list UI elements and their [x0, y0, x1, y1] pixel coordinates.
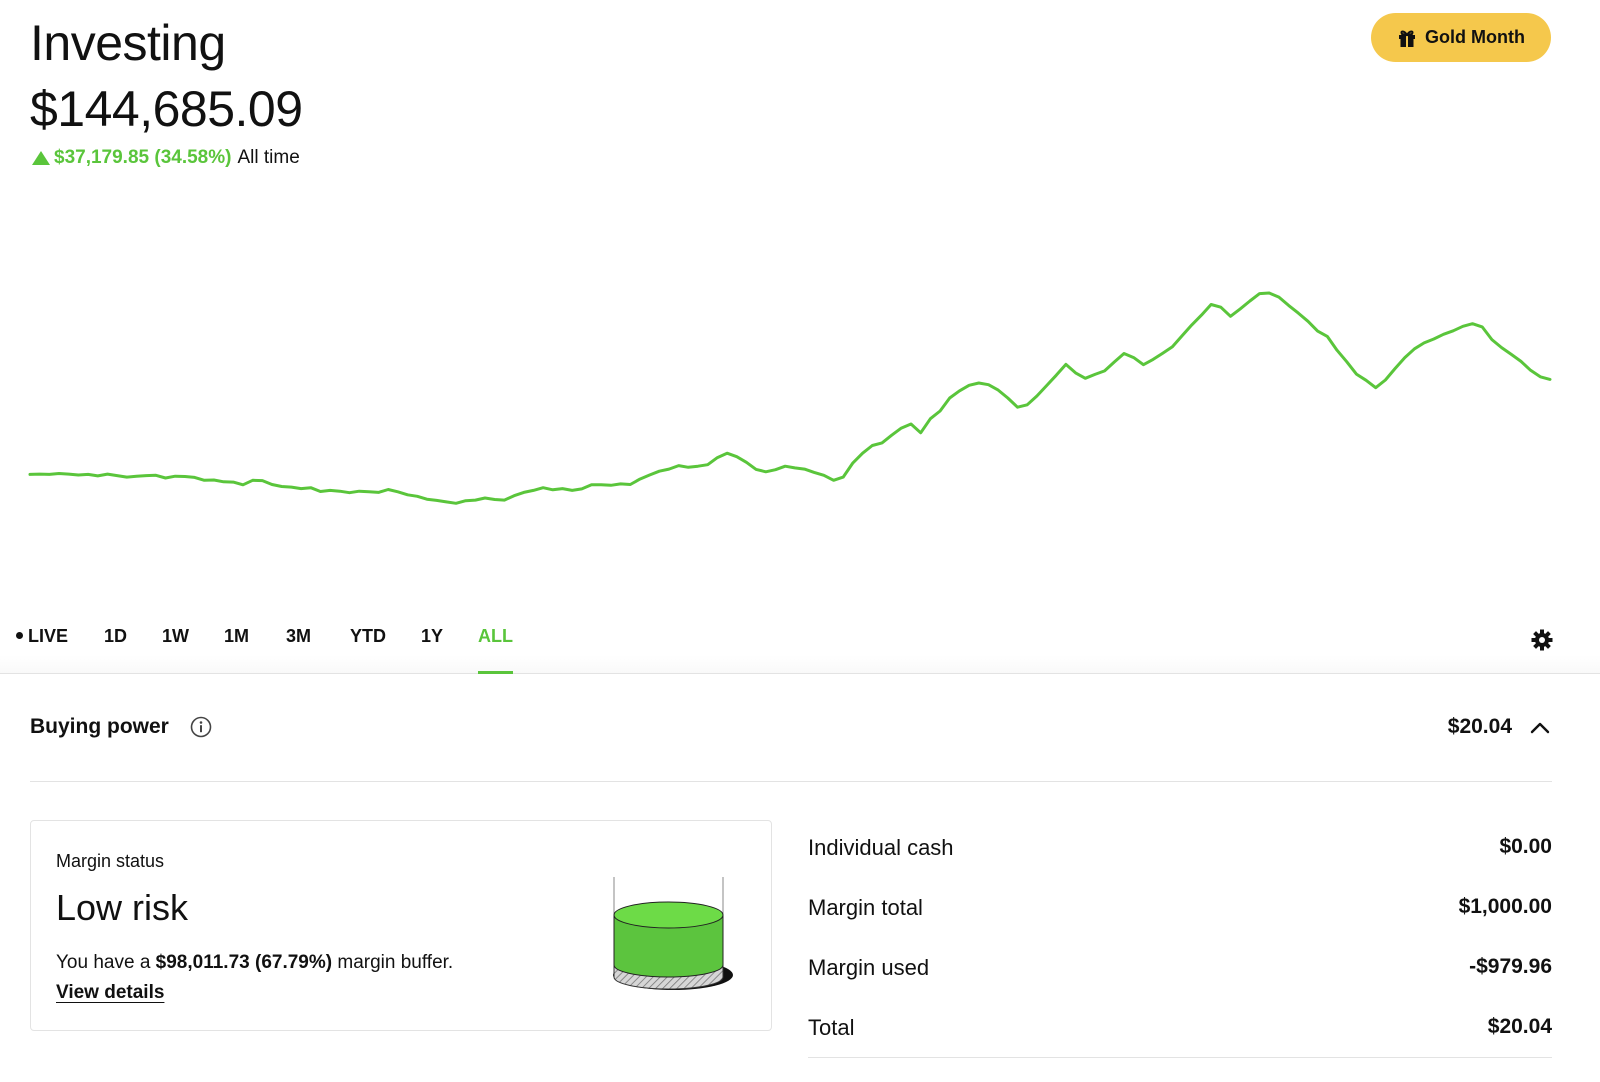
cash-row: Margin used -$979.96	[808, 940, 1552, 1000]
up-arrow-icon	[32, 151, 50, 165]
gold-month-button[interactable]: Gold Month	[1371, 13, 1551, 62]
cash-row: Margin total $1,000.00	[808, 880, 1552, 940]
buying-power-label: Buying power	[30, 715, 169, 738]
cash-row: Total $20.04	[808, 1000, 1552, 1060]
range-tab-label: 1M	[224, 626, 250, 646]
view-details-link[interactable]: View details	[56, 982, 165, 1003]
margin-gauge-icon	[613, 877, 733, 990]
cash-row-label: Margin used	[808, 955, 930, 980]
margin-buffer-text: You have a $98,011.73 (67.79%) margin bu…	[56, 952, 453, 974]
range-tab-label: 1Y	[421, 626, 444, 646]
portfolio-chart	[28, 291, 1552, 505]
change-period: All time	[237, 147, 300, 168]
portfolio-value: $144,685.09	[30, 81, 303, 137]
range-tab-label: 1D	[104, 626, 128, 646]
cash-table-divider	[808, 1057, 1552, 1058]
range-tab-label: LIVE	[28, 626, 69, 646]
cash-row-label: Margin total	[808, 895, 923, 920]
range-tab-1m[interactable]: 1M	[224, 626, 249, 674]
page-title: Investing	[30, 15, 226, 71]
buffer-amount: $98,011.73 (67.79%)	[155, 952, 333, 973]
cash-row-value: $0.00	[1499, 835, 1552, 858]
cash-breakdown: Individual cash $0.00 Margin total $1,000.0…	[808, 820, 1552, 1060]
gear-icon[interactable]	[1530, 628, 1554, 652]
gift-icon	[1397, 28, 1417, 48]
cash-row-label: Total	[808, 1015, 855, 1040]
range-tab-1d[interactable]: 1D	[104, 626, 127, 674]
margin-status-value: Low risk	[56, 887, 189, 928]
range-tab-all[interactable]: ALL	[478, 626, 513, 674]
range-tab-1w[interactable]: 1W	[162, 626, 189, 674]
range-tab-label: YTD	[350, 626, 386, 646]
gold-month-label: Gold Month	[1425, 27, 1525, 47]
range-tab-label: 1W	[162, 626, 189, 646]
chevron-up-icon[interactable]	[1528, 716, 1552, 740]
margin-status-label: Margin status	[56, 851, 165, 871]
portfolio-line	[28, 291, 1552, 505]
range-tab-1y[interactable]: 1Y	[421, 626, 443, 674]
cash-row-value: $20.04	[1487, 1015, 1552, 1038]
range-tab-live[interactable]: LIVE	[16, 626, 68, 674]
live-dot-icon	[16, 631, 23, 639]
buffer-suffix: margin buffer.	[337, 952, 454, 973]
cash-row-value: -$979.96	[1469, 955, 1552, 978]
range-tab-label: 3M	[286, 626, 312, 646]
buying-power-value: $20.04	[1447, 715, 1512, 738]
range-selector: LIVE 1D 1W 1M 3M YTD 1Y ALL	[0, 614, 1600, 674]
cash-row-label: Individual cash	[808, 835, 954, 860]
buying-power-row[interactable]: Buying power $20.04	[30, 700, 1552, 782]
portfolio-change: $37,179.85 (34.58%) All time	[32, 147, 300, 169]
margin-status-card: Margin status Low risk You have a $98,01…	[30, 820, 772, 1031]
range-tab-label: ALL	[478, 626, 513, 646]
cash-row: Individual cash $0.00	[808, 820, 1552, 880]
cash-row-value: $1,000.00	[1458, 895, 1552, 918]
range-tab-ytd[interactable]: YTD	[350, 626, 386, 674]
range-tab-3m[interactable]: 3M	[286, 626, 311, 674]
change-amount: $37,179.85 (34.58%)	[54, 147, 232, 168]
buffer-prefix: You have a	[56, 952, 151, 973]
info-icon[interactable]	[190, 716, 212, 738]
